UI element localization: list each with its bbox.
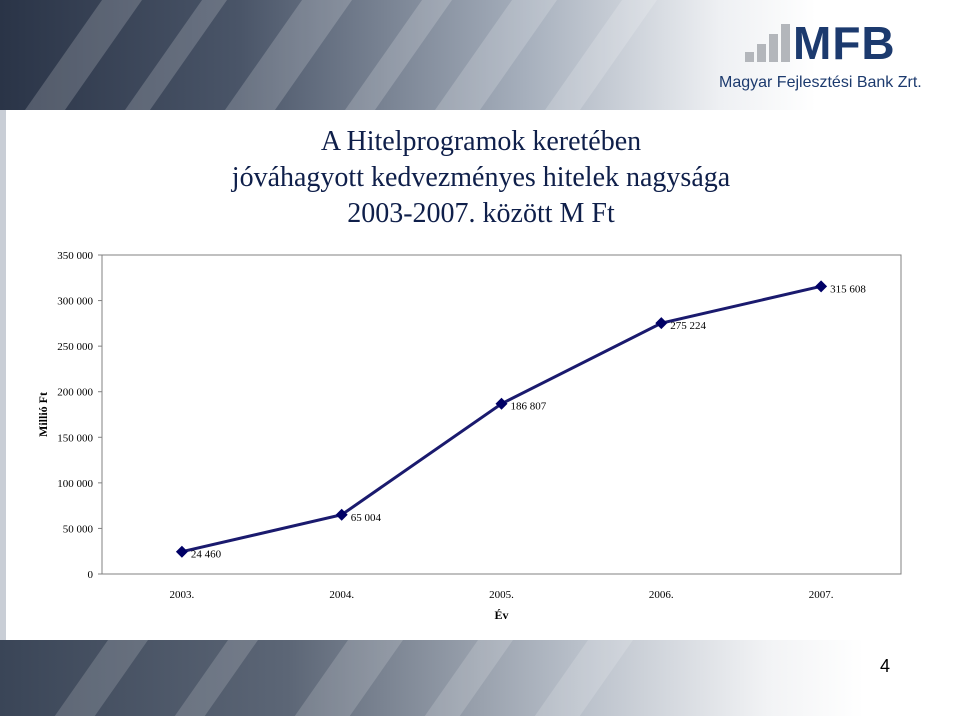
y-tick-label: 250 000 <box>57 341 93 353</box>
data-label: 315 608 <box>830 283 866 295</box>
logo-text: MFB <box>793 17 896 69</box>
x-tick-label: 2004. <box>329 589 354 601</box>
data-label: 65 004 <box>351 512 382 524</box>
y-tick-label: 50 000 <box>63 523 94 535</box>
mfb-logo: MFB Magyar Fejlesztési Bank Zrt. <box>715 10 955 100</box>
y-tick-label: 200 000 <box>57 387 93 399</box>
x-tick-label: 2003. <box>170 589 195 601</box>
data-label: 275 224 <box>670 320 706 332</box>
data-label: 24 460 <box>191 549 222 561</box>
x-tick-label: 2007. <box>809 589 834 601</box>
data-point <box>815 280 828 293</box>
logo-subtitle: Magyar Fejlesztési Bank Zrt. <box>719 74 922 91</box>
left-strip <box>0 110 6 640</box>
page-number: 4 <box>880 656 891 676</box>
y-tick-label: 100 000 <box>57 478 93 490</box>
title-line-3: 2003-2007. között M Ft <box>347 198 615 229</box>
title-line-2: jóváhagyott kedvezményes hitelek nagyság… <box>231 162 731 193</box>
y-tick-label: 300 000 <box>57 296 93 308</box>
slide-title: A Hitelprogramok keretében jóváhagyott k… <box>6 110 956 238</box>
data-point <box>495 397 508 410</box>
data-label: 186 807 <box>511 401 547 413</box>
data-point <box>655 317 668 330</box>
header-band <box>0 0 960 110</box>
y-tick-label: 150 000 <box>57 432 93 444</box>
footer-band <box>0 640 960 716</box>
title-line-1: A Hitelprogramok keretében <box>320 126 642 157</box>
x-tick-label: 2006. <box>649 589 674 601</box>
x-tick-label: 2005. <box>489 589 514 601</box>
y-axis-label: Millió Ft <box>36 392 50 437</box>
plot-area <box>101 254 902 575</box>
y-tick-label: 0 <box>88 569 94 581</box>
data-point <box>335 508 348 521</box>
y-tick-label: 350 000 <box>57 250 93 262</box>
data-point <box>175 545 188 558</box>
line-chart: 0 50 000 100 000 150 000 200 000 250 000 300 0… <box>36 250 902 622</box>
x-axis-label: Év <box>494 608 508 622</box>
